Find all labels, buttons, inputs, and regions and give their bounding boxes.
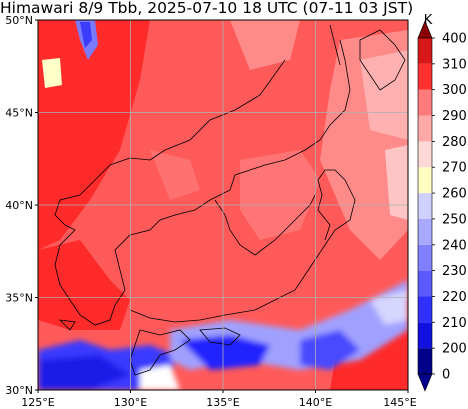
colorbar-tick-label: 280: [442, 135, 467, 150]
lon-label-135: 135°E: [206, 396, 239, 409]
colorbar-bin: [418, 38, 432, 64]
colorbar: 0 200 210 220 230 240 250 260 270 280 290 300 310 400: [417, 20, 467, 392]
lon-label-125: 125°E: [21, 396, 54, 409]
colorbar-bin: [418, 89, 432, 116]
colorbar-tick-label: 220: [442, 290, 467, 305]
colorbar-tick-label: 400: [442, 32, 467, 47]
colorbar-tick-label: 250: [442, 212, 467, 227]
colorbar-tick-label: 240: [442, 238, 467, 253]
lat-label-35: 35°N: [5, 292, 33, 305]
colorbar-tick-label: 230: [442, 264, 467, 279]
lon-label-140: 140°E: [299, 396, 332, 409]
colorbar-tick-label: 200: [442, 342, 467, 357]
lon-label-145: 145°E: [383, 396, 416, 409]
colorbar-bin: [418, 296, 432, 323]
axis-ticks: [35, 19, 409, 393]
lat-label-50: 50°N: [5, 14, 33, 27]
colorbar-bin: [418, 167, 432, 194]
lat-label-30: 30°N: [5, 384, 33, 397]
colorbar-bin: [418, 193, 432, 219]
colorbar-bin: [418, 348, 432, 374]
colorbar-frame: [417, 37, 433, 375]
lon-label-130: 130°E: [114, 396, 147, 409]
colorbar-bin: [418, 244, 432, 271]
colorbar-bin: [418, 63, 432, 90]
colorbar-tick-label: 290: [442, 109, 467, 124]
colorbar-unit: K: [424, 13, 433, 28]
colorbar-bin: [418, 322, 432, 349]
colorbar-bin: [418, 115, 432, 142]
map-title: Himawari 8/9 Tbb, 2025-07-10 18 UTC (07-…: [0, 0, 414, 17]
gridlines: [38, 20, 408, 390]
lat-label-45: 45°N: [5, 107, 33, 120]
colorbar-tick-label: 210: [442, 316, 467, 331]
colorbar-extend-bottom: [417, 373, 433, 392]
colorbar-tick-label: 260: [442, 187, 467, 202]
colorbar-tick-label: 300: [442, 83, 467, 98]
colorbar-bin: [418, 270, 432, 297]
coastlines: [54, 24, 406, 376]
colorbar-tick-label: 270: [442, 161, 467, 176]
colorbar-bin: [418, 218, 432, 245]
colorbar-tick-label: 0: [442, 368, 450, 383]
colorbar-tick-label: 310: [442, 57, 467, 72]
lat-label-40: 40°N: [5, 199, 33, 212]
colorbar-bin: [418, 141, 432, 168]
